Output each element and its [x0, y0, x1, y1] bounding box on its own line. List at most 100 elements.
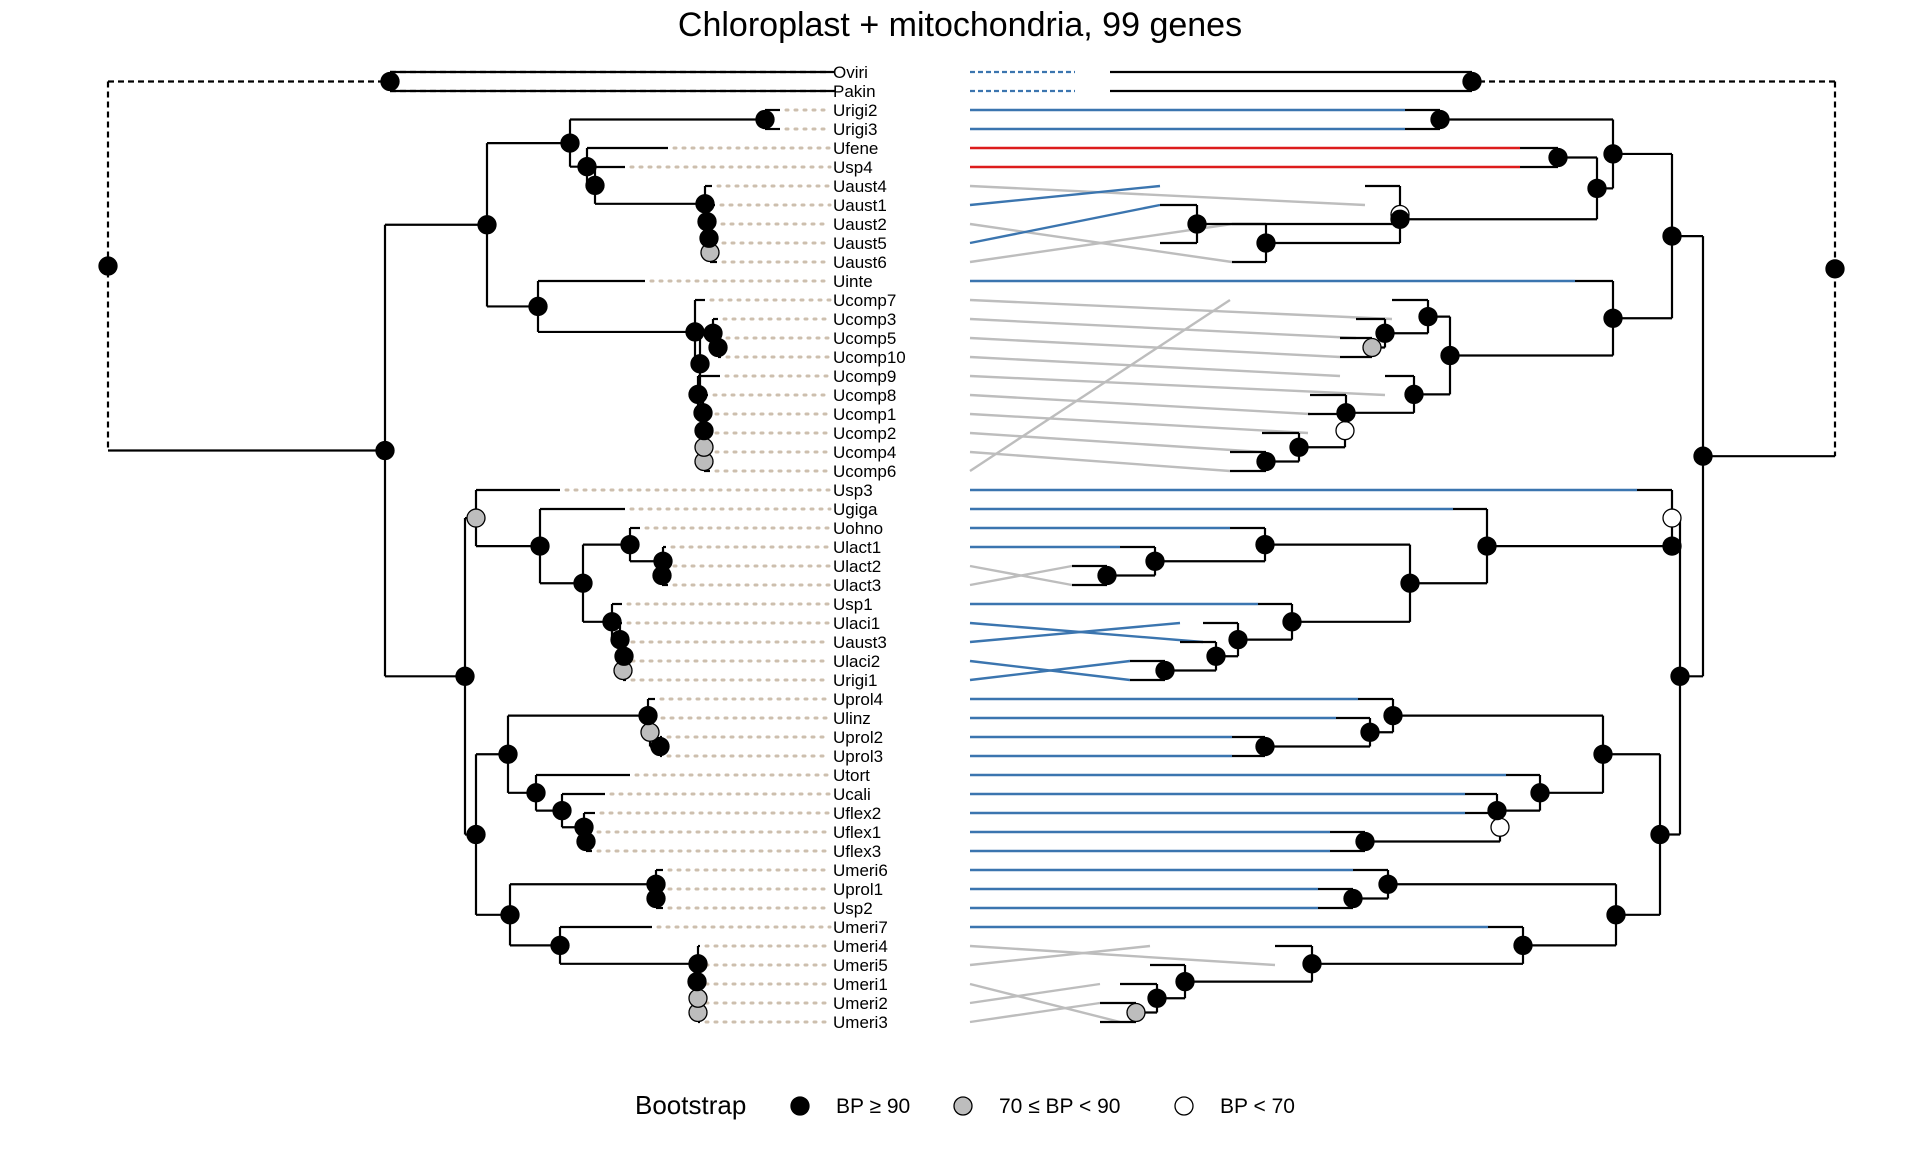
bootstrap-node-left [560, 133, 580, 153]
bootstrap-node-right [1336, 403, 1356, 423]
legend-marker [790, 1096, 810, 1116]
bootstrap-node-right [1383, 705, 1403, 726]
taxon-label: Urigi3 [833, 120, 877, 139]
bootstrap-node-right [1375, 323, 1395, 343]
taxon-label: Uprol1 [833, 880, 883, 899]
taxon-label: Umeri2 [833, 994, 888, 1013]
legend-marker [1174, 1096, 1194, 1116]
taxon-label: Usp1 [833, 595, 873, 614]
bootstrap-node-right [1603, 144, 1623, 164]
bootstrap-node-right [1418, 306, 1438, 327]
taxon-label: Uprol4 [833, 690, 883, 709]
taxon-label: Ugiga [833, 500, 878, 519]
taxon-label: Uflex3 [833, 842, 881, 861]
bootstrap-node-left [574, 817, 594, 837]
bootstrap-node-left [526, 783, 546, 803]
bootstrap-node-right [1462, 71, 1482, 92]
taxon-label: Urigi2 [833, 101, 877, 120]
bootstrap-node-right [1228, 629, 1248, 650]
taxon-label: Ucomp8 [833, 386, 896, 405]
taxon-label: Ulact1 [833, 538, 881, 557]
bootstrap-node-left [498, 744, 518, 764]
bootstrap-node-right [1335, 420, 1355, 441]
bootstrap-nodes [98, 71, 1845, 1023]
taxon-label: Uaust1 [833, 196, 887, 215]
bootstrap-node-right [1440, 345, 1460, 366]
taxon-label: Uaust4 [833, 177, 887, 196]
right-tree [1072, 70, 1837, 1024]
bootstrap-node-right [1343, 888, 1363, 909]
bootstrap-node-left [573, 573, 593, 593]
bootstrap-node-left [550, 935, 570, 956]
bootstrap-node-right [1097, 565, 1117, 586]
bootstrap-node-left [695, 194, 715, 214]
bootstrap-node-right [1187, 214, 1207, 234]
taxon-label: Uaust6 [833, 253, 887, 272]
bootstrap-node-left [703, 323, 723, 343]
bootstrap-node-left [693, 403, 713, 423]
taxon-label: Ucomp10 [833, 348, 906, 367]
bootstrap-node-left [699, 228, 719, 248]
taxon-label: Umeri3 [833, 1013, 888, 1032]
bootstrap-node-right [1650, 824, 1670, 845]
bootstrap-node-left [585, 175, 605, 196]
bootstrap-node-left [530, 536, 550, 556]
taxon-label: Ucomp9 [833, 367, 896, 386]
bootstrap-node-right [1490, 817, 1510, 837]
taxon-label: Umeri6 [833, 861, 888, 880]
bootstrap-node-left [653, 551, 673, 571]
bootstrap-node-left [650, 736, 670, 757]
link-ucomp1 [969, 412, 1309, 435]
taxon-label: Utort [833, 766, 870, 785]
bootstrap-node-right [1587, 178, 1607, 199]
bootstrap-node-right [1400, 573, 1420, 593]
taxon-label: Ucomp1 [833, 405, 896, 424]
link-umeri1 [969, 982, 1121, 1024]
link-ucomp2 [969, 431, 1263, 454]
bootstrap-node-right [1693, 446, 1713, 466]
bootstrap-node-right [1513, 935, 1533, 956]
tip-dotted-leaders [390, 70, 832, 1024]
bootstrap-node-right [1548, 147, 1568, 168]
bootstrap-node-right [1662, 536, 1682, 556]
bootstrap-node-right [1606, 905, 1626, 925]
bootstrap-node-left [640, 722, 660, 742]
taxon-label: Uinte [833, 272, 873, 291]
bootstrap-node-left [694, 437, 714, 457]
bootstrap-node-left [610, 629, 630, 650]
bootstrap-node-left [685, 322, 705, 342]
bootstrap-node-right [1603, 308, 1623, 328]
bootstrap-node-left [375, 440, 395, 461]
taxon-label: Ucomp4 [833, 443, 896, 462]
bootstrap-node-left [694, 420, 714, 441]
link-umeri3 [969, 1001, 1101, 1024]
bootstrap-node-right [1289, 437, 1309, 457]
legend-label: BP ≥ 90 [836, 1095, 910, 1118]
bootstrap-node-right [1662, 508, 1682, 528]
taxon-label: Umeri5 [833, 956, 888, 975]
taxon-label: Uaust2 [833, 215, 887, 234]
bootstrap-node-left [638, 705, 658, 726]
bootstrap-node-right [1255, 736, 1275, 757]
taxon-label: Ucomp5 [833, 329, 896, 348]
bootstrap-node-left [687, 971, 707, 992]
link-uaust4 [969, 184, 1366, 207]
taxon-label: Ucali [833, 785, 871, 804]
bootstrap-node-right [1282, 612, 1302, 632]
bootstrap-node-left [697, 211, 717, 232]
taxon-label: Uaust5 [833, 234, 887, 253]
bootstrap-node-left [466, 508, 486, 528]
taxon-label: Ucomp6 [833, 462, 896, 481]
bootstrap-node-right [1390, 209, 1410, 229]
bootstrap-node-right [1530, 783, 1550, 803]
bootstrap-node-right [1256, 233, 1276, 253]
taxon-labels: OviriPakinUrigi2Urigi3UfeneUsp4Uaust4Uau… [833, 63, 906, 1032]
taxon-label: Ulact3 [833, 576, 881, 595]
bootstrap-node-left [577, 157, 597, 177]
legend-label: BP < 70 [1220, 1095, 1295, 1118]
bootstrap-node-left [500, 905, 520, 925]
bootstrap-node-right [1362, 337, 1382, 358]
taxon-label: Uprol2 [833, 728, 883, 747]
link-urigi1 [969, 659, 1131, 682]
